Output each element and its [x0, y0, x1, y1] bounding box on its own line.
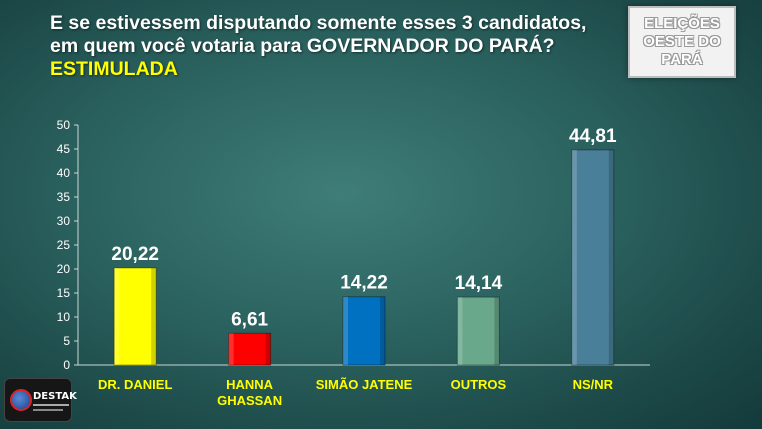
y-tick-label: 25: [57, 238, 71, 252]
data-label: 14,14: [455, 273, 503, 294]
category-label: HANNA: [226, 377, 274, 392]
bar-shade: [151, 267, 157, 365]
bar-shade: [380, 296, 385, 365]
category-label: OUTROS: [451, 377, 507, 392]
bar-shade: [494, 297, 500, 365]
y-tick-label: 50: [57, 118, 71, 132]
logo-tagline-line: [33, 404, 69, 406]
logo-emblem-icon: [10, 389, 32, 411]
category-label: GHASSAN: [217, 393, 282, 408]
chart-title-highlight: ESTIMULADA: [50, 58, 178, 80]
bar-highlight: [228, 333, 234, 365]
y-tick-label: 15: [57, 286, 71, 300]
bar-4: [571, 149, 615, 366]
bar-shade: [608, 149, 614, 365]
badge-line-3: PARÁ: [661, 51, 703, 68]
bar-3: [456, 296, 500, 366]
bar-1: [228, 332, 272, 366]
logo-text: DESTAK: [33, 391, 77, 402]
y-tick-label: 20: [57, 262, 71, 276]
category-label: SIMÃO JATENE: [316, 377, 413, 392]
y-tick-label: 45: [57, 142, 71, 156]
y-tick-label: 0: [63, 358, 70, 372]
bar-shade: [265, 333, 271, 365]
bar-0: [113, 267, 157, 366]
y-tick-label: 35: [57, 190, 71, 204]
bar-highlight: [571, 149, 577, 365]
y-tick-label: 5: [63, 334, 70, 348]
bar-highlight: [457, 297, 463, 365]
badge-line-1: ELEIÇÕES: [644, 15, 720, 32]
y-tick-label: 30: [57, 214, 71, 228]
chart-title: E se estivessem disputando somente esses…: [50, 12, 620, 81]
y-tick-label: 40: [57, 166, 71, 180]
category-label: NS/NR: [573, 377, 614, 392]
logo-tagline-line: [33, 409, 63, 411]
y-tick-label: 10: [57, 310, 71, 324]
data-label: 14,22: [340, 273, 388, 294]
category-label: DR. DANIEL: [98, 377, 172, 392]
bar-highlight: [343, 296, 348, 365]
badge-line-2: OESTE DO: [643, 33, 721, 50]
data-label: 20,22: [111, 244, 159, 265]
data-label: 6,61: [231, 309, 268, 330]
bar-highlight: [114, 267, 120, 365]
chart-title-text: E se estivessem disputando somente esses…: [50, 12, 587, 57]
data-label: 44,81: [569, 126, 617, 147]
bar-2: [342, 296, 386, 366]
destak-logo: DESTAK: [4, 378, 77, 422]
elections-badge: ELEIÇÕES OESTE DO PARÁ: [628, 6, 736, 78]
